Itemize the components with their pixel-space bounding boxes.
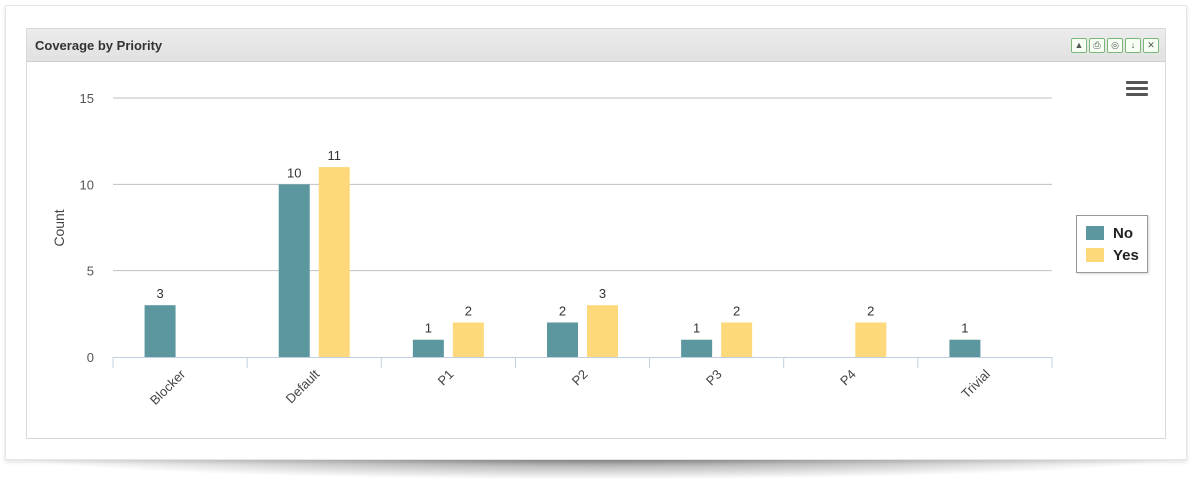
data-label: 2 [465, 303, 472, 318]
y-tick-label: 0 [87, 350, 94, 365]
gadget-title: Coverage by Priority [35, 38, 163, 53]
bar-yes [587, 305, 618, 357]
hamburger-icon[interactable] [1126, 81, 1148, 97]
data-label: 3 [156, 286, 163, 301]
y-tick-label: 5 [87, 264, 94, 279]
data-label: 2 [559, 303, 566, 318]
bar-no [144, 305, 176, 357]
data-label: 1 [425, 321, 432, 336]
data-label: 2 [867, 303, 874, 318]
x-tick-label: P3 [703, 367, 725, 389]
y-tick-label: 10 [80, 177, 94, 192]
print-icon[interactable]: ⎙ [1089, 38, 1105, 53]
gadget-titlebar: Coverage by Priority ▲ ⎙ ◎ ↓ ✕ [27, 29, 1165, 62]
pin-icon[interactable]: ↓ [1125, 38, 1141, 53]
y-tick-label: 15 [80, 91, 94, 106]
x-tick-label: P4 [837, 367, 859, 389]
data-label: 10 [287, 165, 301, 180]
bar-no [278, 184, 310, 357]
data-label: 2 [733, 303, 740, 318]
bar-yes [855, 322, 887, 357]
legend-item-yes[interactable]: Yes [1086, 246, 1139, 264]
binoculars-icon[interactable]: ◎ [1107, 38, 1123, 53]
x-tick-label: Blocker [147, 366, 189, 408]
gadget-controls: ▲ ⎙ ◎ ↓ ✕ [1071, 38, 1159, 53]
legend-swatch [1086, 226, 1104, 240]
x-tick-label: Default [283, 366, 323, 406]
coverage-gadget: Coverage by Priority ▲ ⎙ ◎ ↓ ✕ [26, 28, 1166, 439]
data-label: 11 [327, 148, 341, 163]
bar-no [681, 339, 713, 357]
data-label: 3 [599, 286, 606, 301]
bar-no [547, 322, 578, 357]
collapse-icon[interactable]: ▲ [1071, 38, 1087, 53]
bar-no [412, 339, 444, 357]
x-tick-label: P1 [435, 367, 457, 389]
legend-label: Yes [1113, 246, 1139, 264]
legend-item-no[interactable]: No [1086, 224, 1133, 242]
bar-yes [452, 322, 484, 357]
data-label: 1 [693, 321, 700, 336]
x-tick-label: Trivial [958, 366, 993, 401]
bar-yes [318, 167, 350, 357]
legend-swatch [1086, 248, 1104, 262]
x-tick-label: P2 [569, 367, 591, 389]
bar-yes [721, 322, 753, 357]
bar-no [949, 339, 981, 357]
y-axis-title: Count [51, 209, 67, 246]
chart-legend[interactable]: No Yes [1076, 215, 1148, 273]
legend-label: No [1113, 224, 1133, 242]
close-icon[interactable]: ✕ [1143, 38, 1159, 53]
data-label: 1 [961, 321, 968, 336]
